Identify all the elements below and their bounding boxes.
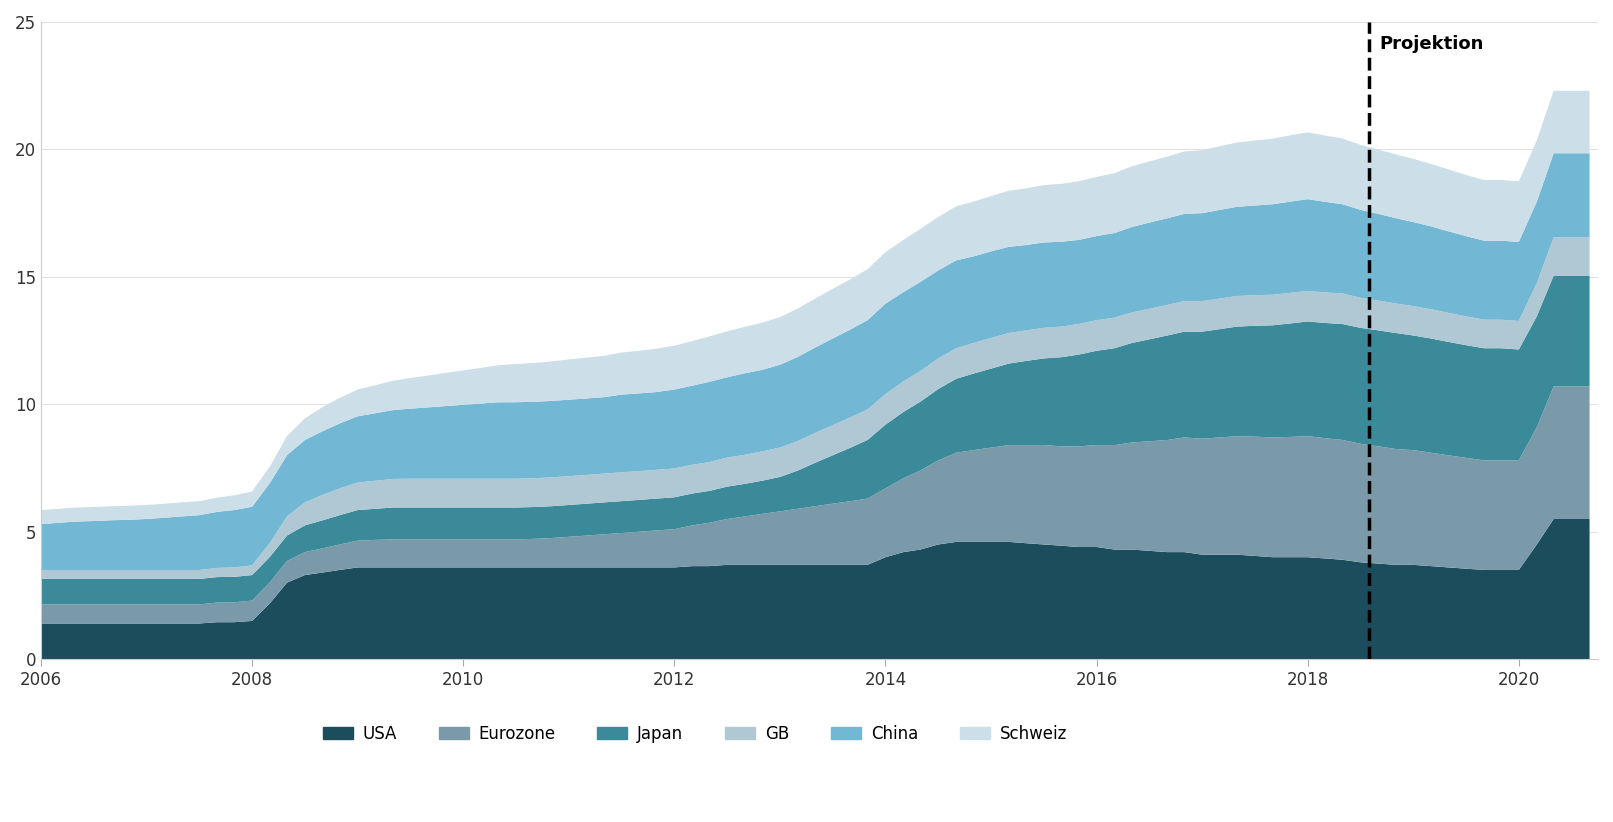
Legend: USA, Eurozone, Japan, GB, China, Schweiz: USA, Eurozone, Japan, GB, China, Schweiz xyxy=(316,718,1074,750)
Text: Projektion: Projektion xyxy=(1379,35,1484,53)
